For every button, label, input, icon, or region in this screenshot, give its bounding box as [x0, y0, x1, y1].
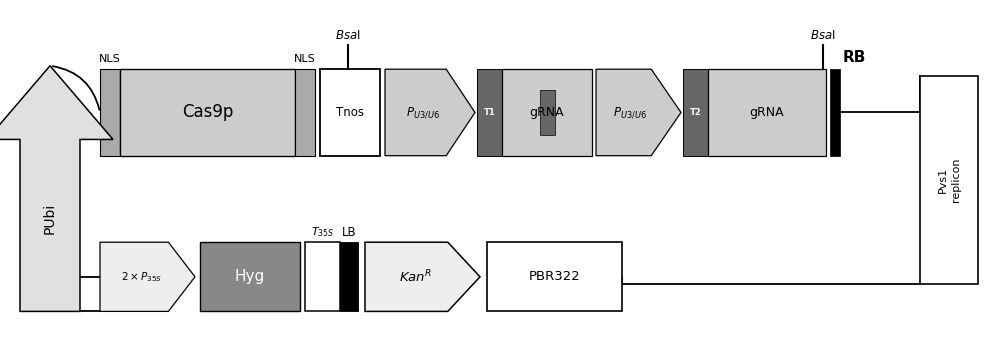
Text: gRNA: gRNA — [530, 106, 564, 119]
Bar — [683, 69, 708, 156]
Text: T1: T1 — [484, 108, 495, 117]
Text: $T_{35S}$: $T_{35S}$ — [311, 225, 334, 239]
Text: Cas9p: Cas9p — [182, 103, 233, 121]
Text: Tnos: Tnos — [336, 106, 364, 119]
Text: Pvs1
replicon: Pvs1 replicon — [937, 158, 961, 202]
Polygon shape — [0, 66, 113, 311]
Text: NLS: NLS — [99, 54, 121, 64]
Text: $P_{U3/U6}$: $P_{U3/U6}$ — [613, 105, 647, 120]
Bar — [487, 242, 622, 311]
Bar — [502, 69, 592, 156]
Text: $2\times P_{35S}$: $2\times P_{35S}$ — [121, 270, 162, 284]
Text: T2: T2 — [690, 108, 701, 117]
Bar — [830, 69, 840, 156]
Bar — [295, 69, 315, 156]
Bar — [920, 76, 978, 284]
Bar — [305, 242, 340, 311]
Text: PUbi: PUbi — [43, 202, 57, 234]
Text: PBR322: PBR322 — [529, 270, 580, 283]
Polygon shape — [596, 69, 681, 156]
Text: $\it{Bsa}$I: $\it{Bsa}$I — [335, 29, 361, 42]
Polygon shape — [365, 242, 480, 311]
Text: $P_{U3/U6}$: $P_{U3/U6}$ — [406, 105, 440, 120]
Bar — [540, 90, 555, 135]
Text: gRNA: gRNA — [750, 106, 784, 119]
Bar — [708, 69, 826, 156]
Text: LB: LB — [342, 226, 356, 239]
Bar — [340, 242, 358, 311]
Bar — [477, 69, 502, 156]
Polygon shape — [100, 242, 195, 311]
Text: $\it{Bsa}$I: $\it{Bsa}$I — [810, 29, 836, 42]
Polygon shape — [385, 69, 475, 156]
Text: NLS: NLS — [294, 54, 316, 64]
Bar — [100, 69, 120, 156]
Bar — [120, 69, 295, 156]
Text: RB: RB — [843, 50, 866, 65]
Text: $Kan^R$: $Kan^R$ — [399, 268, 432, 285]
Bar — [200, 242, 300, 311]
Bar — [320, 69, 380, 156]
Text: Hyg: Hyg — [235, 269, 265, 284]
